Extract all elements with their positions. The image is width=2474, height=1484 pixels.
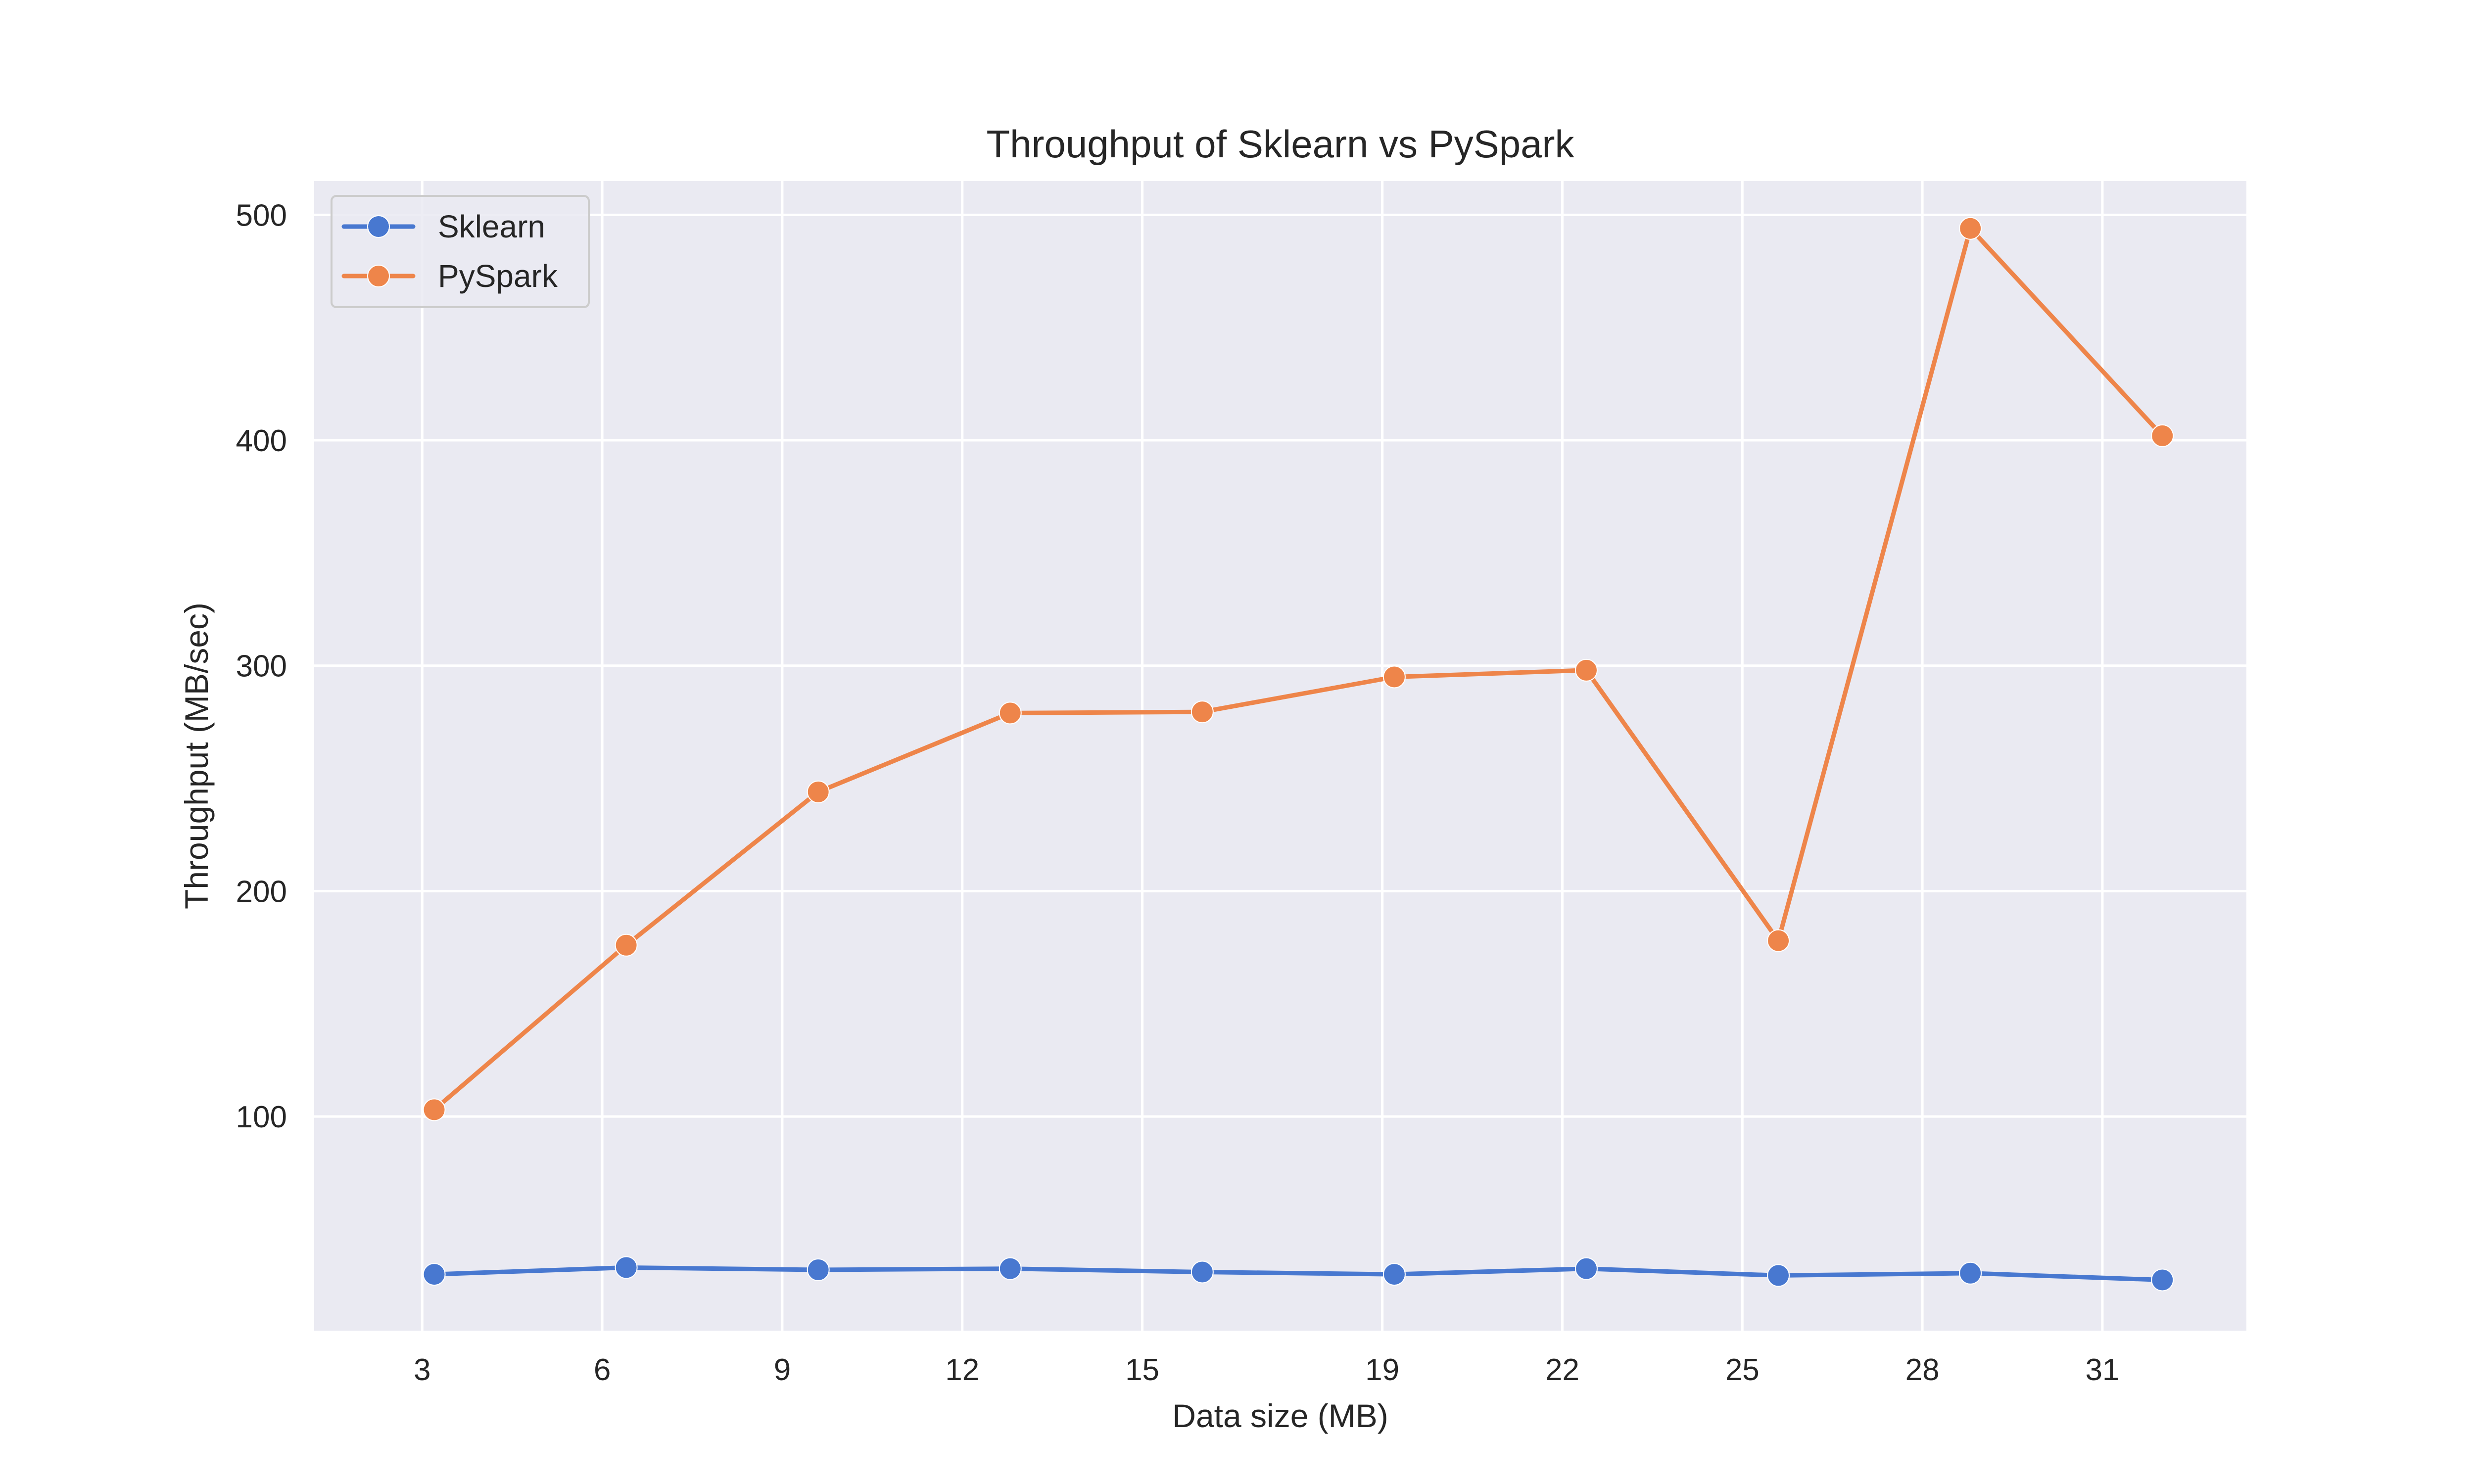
x-tick-label: 25 xyxy=(1725,1353,1760,1387)
x-tick-label: 28 xyxy=(1905,1353,1940,1387)
legend-label-pyspark: PySpark xyxy=(438,258,558,294)
chart-title: Throughput of Sklearn vs PySpark xyxy=(987,122,1575,166)
y-axis-label: Throughput (MB/sec) xyxy=(178,603,215,909)
y-tick-label: 200 xyxy=(236,875,287,909)
data-point-pyspark xyxy=(999,701,1022,725)
legend-marker-pyspark xyxy=(367,265,390,287)
legend: Sklearn PySpark xyxy=(331,195,590,308)
x-tick-label: 22 xyxy=(1545,1353,1579,1387)
series-line-pyspark xyxy=(432,226,2165,1112)
legend-item-sklearn: Sklearn xyxy=(341,209,545,244)
data-point-pyspark xyxy=(1767,929,1790,952)
data-point-pyspark xyxy=(1574,658,1598,682)
x-tick-label: 15 xyxy=(1125,1353,1159,1387)
series-line-sklearn xyxy=(432,1265,2165,1282)
legend-box xyxy=(331,195,590,308)
data-point-sklearn xyxy=(1382,1263,1406,1286)
tick-labels: 3 6 9 12 15 19 22 25 28 31 100 200 300 400 500 xyxy=(236,198,2120,1387)
data-point-pyspark xyxy=(2151,424,2174,447)
grid-lines xyxy=(314,181,2246,1331)
legend-label-sklearn: Sklearn xyxy=(438,209,545,244)
x-tick-label: 12 xyxy=(945,1353,979,1387)
data-point-sklearn xyxy=(1959,1261,1982,1285)
series-sklearn xyxy=(423,1256,2174,1292)
legend-marker-sklearn xyxy=(367,215,390,238)
x-axis-label: Data size (MB) xyxy=(1172,1397,1388,1434)
x-tick-label: 19 xyxy=(1365,1353,1399,1387)
series-pyspark xyxy=(423,217,2174,1121)
data-point-sklearn xyxy=(615,1256,638,1279)
data-point-sklearn xyxy=(1574,1257,1598,1280)
data-point-pyspark xyxy=(423,1098,446,1121)
data-point-pyspark xyxy=(1190,700,1214,724)
y-tick-label: 500 xyxy=(236,198,287,232)
data-point-sklearn xyxy=(2151,1268,2174,1292)
data-point-pyspark xyxy=(807,780,830,803)
x-tick-label: 6 xyxy=(594,1353,611,1387)
data-point-sklearn xyxy=(807,1258,830,1281)
data-point-sklearn xyxy=(1190,1260,1214,1284)
data-point-sklearn xyxy=(999,1257,1022,1280)
data-point-sklearn xyxy=(1767,1264,1790,1287)
plot-area xyxy=(314,181,2246,1331)
legend-item-pyspark: PySpark xyxy=(341,258,558,294)
y-tick-label: 300 xyxy=(236,649,287,684)
y-tick-label: 100 xyxy=(236,1100,287,1134)
data-point-pyspark xyxy=(615,933,638,957)
data-point-sklearn xyxy=(423,1263,446,1286)
x-tick-label: 31 xyxy=(2085,1353,2119,1387)
data-point-pyspark xyxy=(1959,217,1982,240)
y-tick-label: 400 xyxy=(236,424,287,458)
series-layer xyxy=(423,217,2174,1292)
data-point-pyspark xyxy=(1382,665,1406,689)
x-tick-label: 3 xyxy=(414,1353,430,1387)
x-tick-label: 9 xyxy=(774,1353,791,1387)
